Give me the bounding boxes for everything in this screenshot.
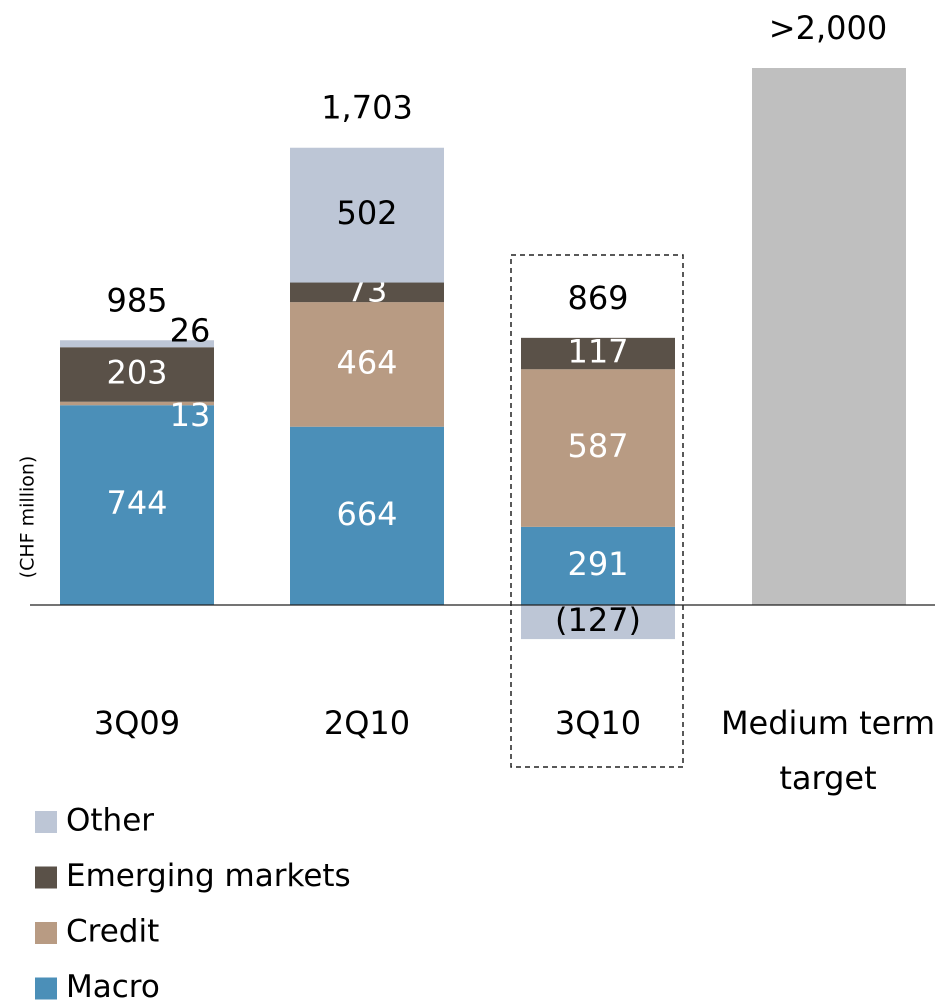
bar-segment [60,405,214,605]
value-label: 664 [336,495,397,533]
value-label: 13 [170,396,211,434]
bar-segment [290,147,444,283]
bar [752,68,906,605]
bar-segment [290,282,444,303]
bar-segment [521,526,675,605]
legend-swatch [35,977,57,1000]
value-label: 587 [567,427,628,465]
bar-segment [60,347,214,402]
y-axis-label: (CHF million) [17,456,39,579]
value-label: 117 [567,333,628,371]
bar-segment [60,340,214,348]
highlight-box [510,254,684,768]
value-label: 26 [170,311,211,349]
legend-label: Credit [66,914,159,950]
value-label: (127) [555,601,641,639]
total-label: 1,703 [321,89,413,127]
legend-label: Macro [66,969,160,1000]
bar-segment [290,302,444,427]
bar-segment [521,369,675,527]
legend-label: Emerging markets [66,858,351,894]
bar-segment [521,337,675,370]
total-label: 985 [106,281,167,319]
value-label: 464 [336,343,397,381]
x-tick-label: 3Q10 [554,704,642,742]
value-label: 203 [106,353,167,391]
bar-segment [521,605,675,640]
value-label: 291 [567,545,628,583]
legend-swatch [35,922,57,944]
value-label: 502 [336,194,397,232]
legend-label: Other [66,803,154,839]
bar-segment [290,426,444,605]
value-label: 744 [106,484,167,522]
total-label: 869 [567,279,628,317]
legend-swatch [35,811,57,833]
total-label: >2,000 [769,9,887,47]
x-tick-label: Medium term target [720,704,935,797]
x-tick-label: 2Q10 [323,704,411,742]
x-tick-label: 3Q09 [93,704,181,742]
bar-segment [60,401,214,406]
legend-swatch [35,866,57,889]
